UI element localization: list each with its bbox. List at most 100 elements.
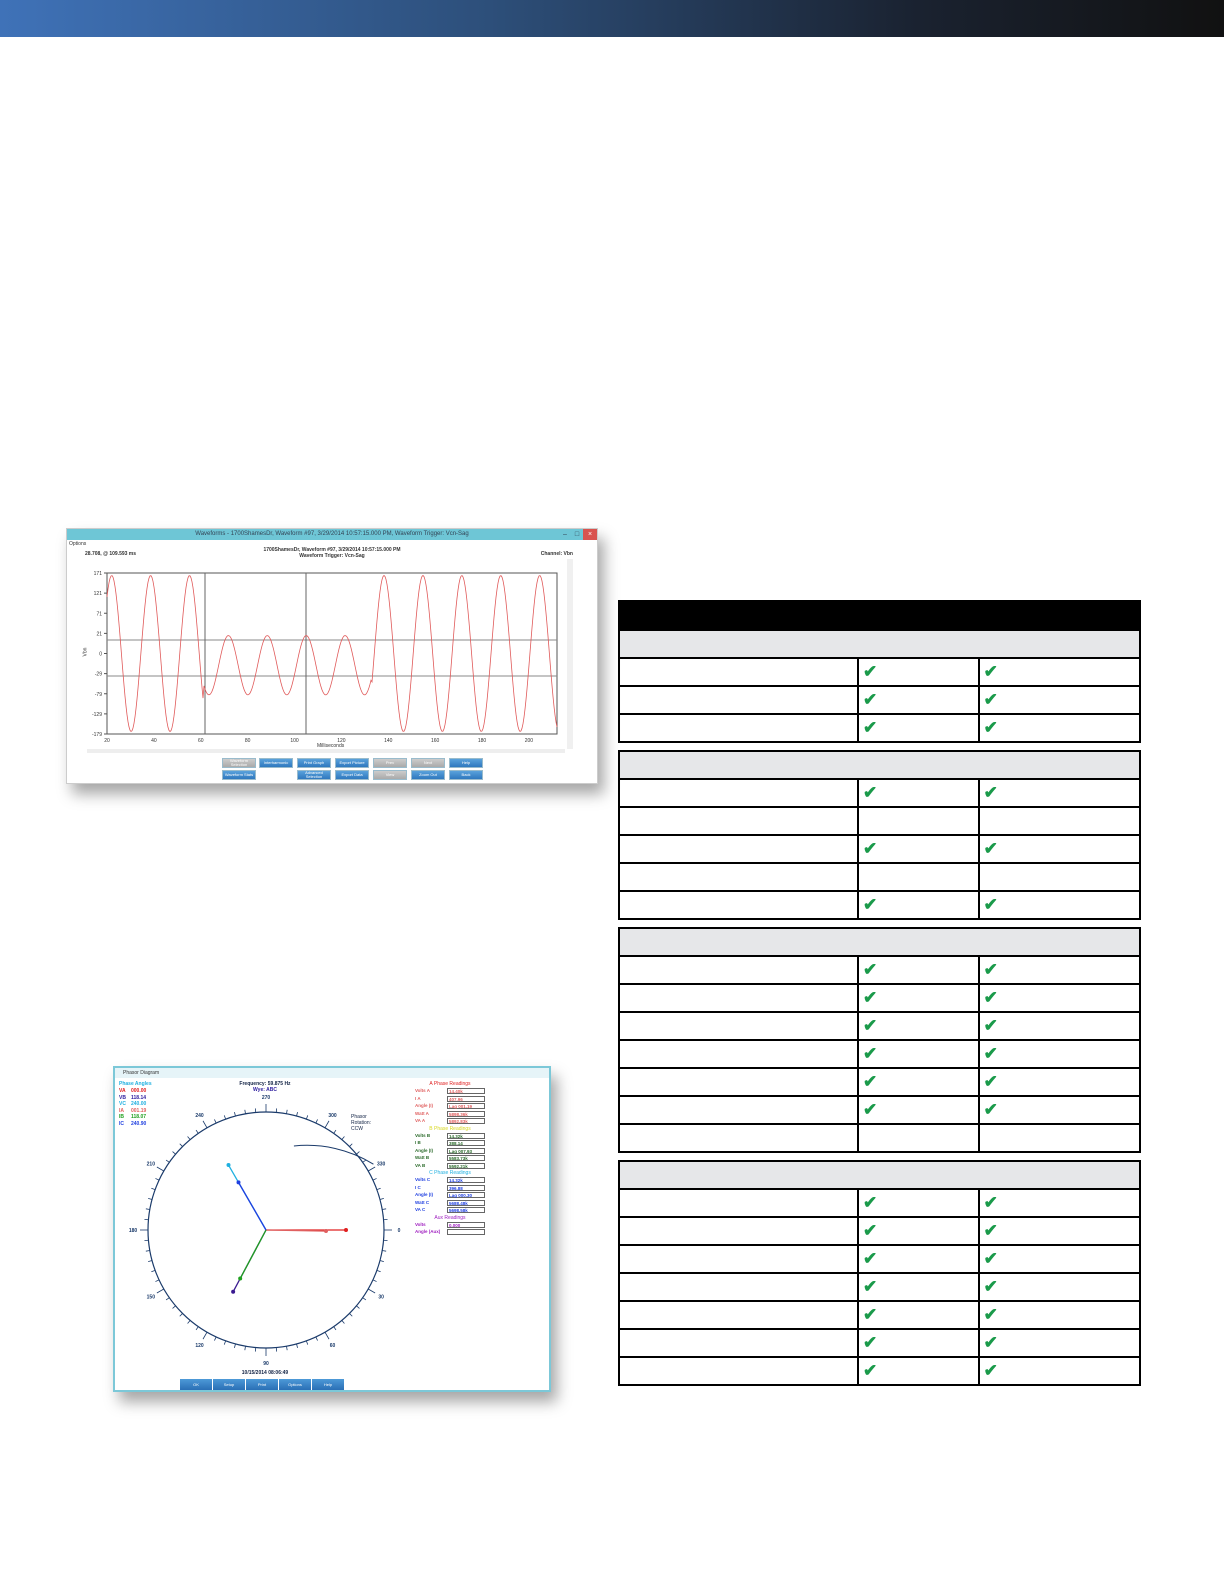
- reading-row: I A 407.96: [415, 1095, 485, 1102]
- phasor-button[interactable]: Options: [279, 1379, 311, 1390]
- dial-tick: [179, 1143, 183, 1147]
- timestamp: 10/15/2014 08:06:49: [241, 1370, 289, 1376]
- dial-tick: [362, 1159, 367, 1163]
- y-tick-label: -179: [92, 732, 102, 738]
- dial-tick: [244, 1109, 246, 1114]
- checkmark-icon: ✔: [863, 988, 878, 1007]
- waveform-button[interactable]: Advanced Selection: [297, 770, 331, 780]
- checkmark-icon: ✔: [983, 690, 998, 709]
- waveform-button[interactable]: Zoom Out: [411, 770, 445, 780]
- chart-subtitle-1: 1700ShamesDr, Waveform #97, 3/29/2014 10…: [263, 547, 401, 553]
- dial-tick: [296, 1112, 298, 1117]
- dial-tick: [155, 1178, 160, 1181]
- checkmark-icon: ✔: [983, 718, 998, 737]
- y-tick-label: -79: [95, 692, 102, 698]
- checkmark-icon: ✔: [863, 1305, 878, 1324]
- waveform-button[interactable]: Waveform Selection: [222, 758, 256, 768]
- maximize-icon[interactable]: □: [574, 531, 580, 538]
- window-title: Waveforms - 1700ShamesDr, Waveform #97, …: [195, 531, 469, 537]
- minimize-icon[interactable]: –: [563, 531, 567, 538]
- dial-tick: [324, 1120, 330, 1129]
- waveform-button[interactable]: Next: [411, 758, 445, 768]
- readings-title: B Phase Readings: [429, 1125, 471, 1132]
- window-title: Phasor Diagram: [123, 1070, 160, 1076]
- waveform-button[interactable]: Waveform Stats: [222, 770, 256, 780]
- phasor-button[interactable]: Print: [246, 1379, 278, 1390]
- phasor-vector: [239, 1229, 267, 1279]
- dial-tick: [148, 1260, 153, 1262]
- y-tick-label: -29: [95, 672, 102, 678]
- dial-tick: [296, 1343, 298, 1348]
- checkmark-icon: ✔: [983, 1044, 998, 1063]
- waveform-button[interactable]: View: [373, 770, 407, 780]
- waveform-button[interactable]: Back: [449, 770, 483, 780]
- reading-row: Angle (I) Lag 001.19: [415, 1103, 485, 1109]
- dial-label: 180: [129, 1228, 138, 1234]
- dial-tick: [151, 1269, 156, 1273]
- waveform-button[interactable]: Help: [449, 758, 483, 768]
- x-tick-label: 60: [198, 738, 204, 744]
- checkmark-icon: ✔: [863, 1249, 878, 1268]
- dial-label: 300: [328, 1113, 337, 1119]
- phasor-title-bar: Phasor Diagram: [115, 1068, 549, 1078]
- table-header: [618, 600, 1141, 631]
- y-tick-label: -129: [92, 712, 102, 718]
- horizontal-scrollbar[interactable]: [87, 749, 565, 753]
- table-row: ✔ ✔: [618, 1328, 1142, 1358]
- waveform-button[interactable]: Interharmonic: [259, 758, 293, 768]
- reading-row: Angle (I) Lag 007.93: [415, 1147, 485, 1154]
- x-tick-label: 160: [431, 738, 440, 744]
- section-header: [618, 629, 1141, 659]
- reading-row: Watt A 5898.36k: [415, 1110, 485, 1117]
- waveform-button[interactable]: Prev: [373, 758, 407, 768]
- checkmark-icon: ✔: [863, 662, 878, 681]
- table-row: ✔ ✔: [618, 1216, 1142, 1246]
- waveform-button[interactable]: Export Picture: [335, 758, 369, 768]
- x-axis-label: Milliseconds: [317, 743, 345, 749]
- phasor-button[interactable]: Setup: [213, 1379, 245, 1390]
- reading-row: Angle (Aux): [415, 1229, 485, 1235]
- table-row: ✔ ✔: [618, 834, 1142, 864]
- vector-arrow-icon: [236, 1180, 241, 1185]
- dial-label: 90: [263, 1361, 269, 1367]
- dial-label: 330: [377, 1162, 386, 1168]
- checkmark-icon: ✔: [983, 1221, 998, 1240]
- phase-angle: IB 118.07: [119, 1114, 147, 1120]
- close-icon[interactable]: ×: [583, 529, 597, 540]
- dial-tick: [155, 1279, 160, 1282]
- dial-label: 30: [378, 1295, 384, 1301]
- waveform-button[interactable]: Export Data: [335, 770, 369, 780]
- table-row: ✔ ✔: [618, 983, 1142, 1013]
- dial-tick: [356, 1305, 360, 1309]
- waveform-title-bar: Waveforms - 1700ShamesDr, Waveform #97, …: [67, 529, 597, 540]
- phase-angle: IA 001.19: [119, 1107, 147, 1114]
- dial-tick: [165, 1297, 170, 1301]
- checkmark-icon: ✔: [983, 662, 998, 681]
- vector-arrow-icon: [226, 1163, 231, 1168]
- waveform-button[interactable]: Print Graph: [297, 758, 331, 768]
- dial-tick: [362, 1297, 367, 1301]
- checkmark-icon: ✔: [863, 783, 878, 802]
- waveform-button-label: Back: [461, 771, 471, 777]
- table-row: ✔ ✔: [618, 1300, 1142, 1330]
- dial-tick: [324, 1331, 330, 1340]
- vertical-scrollbar[interactable]: [567, 559, 573, 749]
- phase-angle: VB 118.14: [119, 1094, 147, 1101]
- dial-tick: [333, 1129, 337, 1134]
- phasor-button[interactable]: OK: [180, 1379, 212, 1390]
- dial-tick: [179, 1313, 183, 1317]
- waveform-button-label: Export Picture: [339, 759, 365, 765]
- y-tick-label: 121: [94, 591, 103, 597]
- reading-row: Watt C 5688.48k: [415, 1199, 485, 1206]
- options-menu[interactable]: Options: [69, 541, 87, 547]
- reading-row: Volts C 14.32k: [415, 1177, 485, 1183]
- checkmark-icon: ✔: [863, 1193, 878, 1212]
- dial-tick: [234, 1343, 236, 1348]
- phasor-button[interactable]: Help: [312, 1379, 344, 1390]
- plot-frame: [106, 572, 558, 735]
- phasor-screenshot: Phasor Diagram Phase Angles VA 000.00 VB 11…: [113, 1066, 551, 1392]
- checkmark-icon: ✔: [863, 1277, 878, 1296]
- waveform-button-label: Zoom Out: [419, 771, 437, 777]
- waveform-button-label: Interharmonic: [263, 759, 289, 765]
